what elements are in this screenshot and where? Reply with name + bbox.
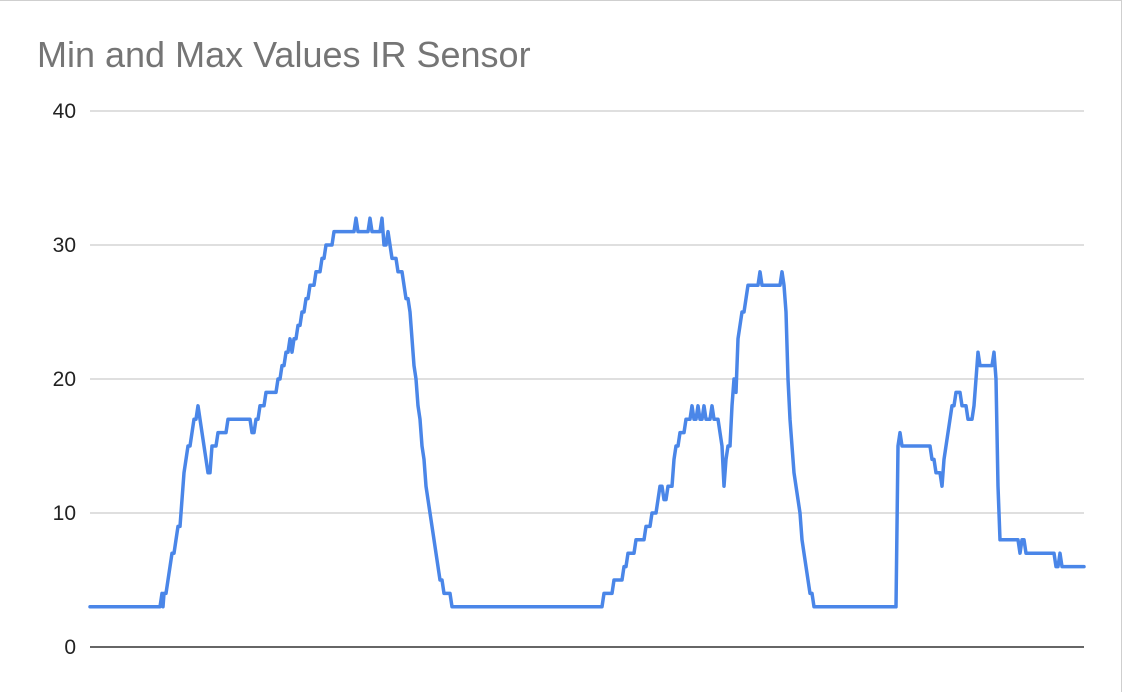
y-axis-ticks: 0 10 20 30 40 [53,100,76,659]
chart-title: Min and Max Values IR Sensor [37,34,531,75]
y-tick-label: 40 [53,100,76,123]
y-tick-label: 30 [53,234,76,257]
y-tick-label: 20 [53,368,76,391]
gridlines [90,110,1084,514]
series-group [88,216,1086,609]
series-line [88,216,1086,609]
y-tick-label: 0 [64,636,76,659]
y-tick-label: 10 [53,502,76,525]
